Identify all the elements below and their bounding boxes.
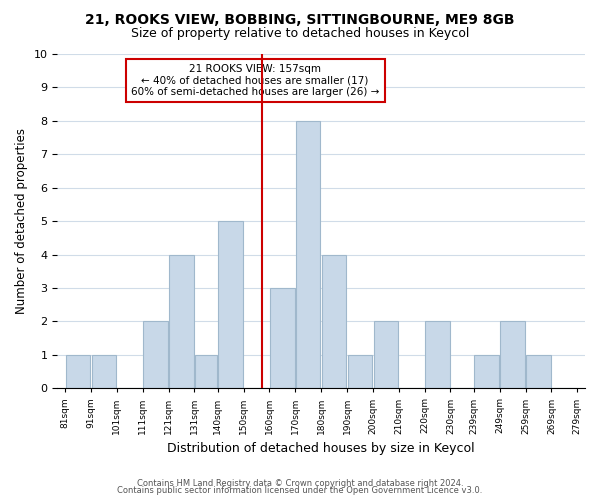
Bar [65, 355, 90, 388]
Y-axis label: Number of detached properties: Number of detached properties [15, 128, 28, 314]
Bar [195, 355, 217, 388]
Bar [143, 322, 168, 388]
Bar [526, 355, 551, 388]
Bar [374, 322, 398, 388]
Bar [169, 254, 194, 388]
Text: Size of property relative to detached houses in Keycol: Size of property relative to detached ho… [131, 28, 469, 40]
Bar [218, 221, 243, 388]
Text: Contains HM Land Registry data © Crown copyright and database right 2024.: Contains HM Land Registry data © Crown c… [137, 478, 463, 488]
Bar [500, 322, 525, 388]
Bar [322, 254, 346, 388]
Text: 21 ROOKS VIEW: 157sqm
← 40% of detached houses are smaller (17)
60% of semi-deta: 21 ROOKS VIEW: 157sqm ← 40% of detached … [131, 64, 379, 97]
Bar [425, 322, 450, 388]
Bar [347, 355, 372, 388]
Bar [92, 355, 116, 388]
Text: Contains public sector information licensed under the Open Government Licence v3: Contains public sector information licen… [118, 486, 482, 495]
Bar [270, 288, 295, 388]
X-axis label: Distribution of detached houses by size in Keycol: Distribution of detached houses by size … [167, 442, 475, 455]
Bar [296, 121, 320, 388]
Text: 21, ROOKS VIEW, BOBBING, SITTINGBOURNE, ME9 8GB: 21, ROOKS VIEW, BOBBING, SITTINGBOURNE, … [85, 12, 515, 26]
Bar [475, 355, 499, 388]
